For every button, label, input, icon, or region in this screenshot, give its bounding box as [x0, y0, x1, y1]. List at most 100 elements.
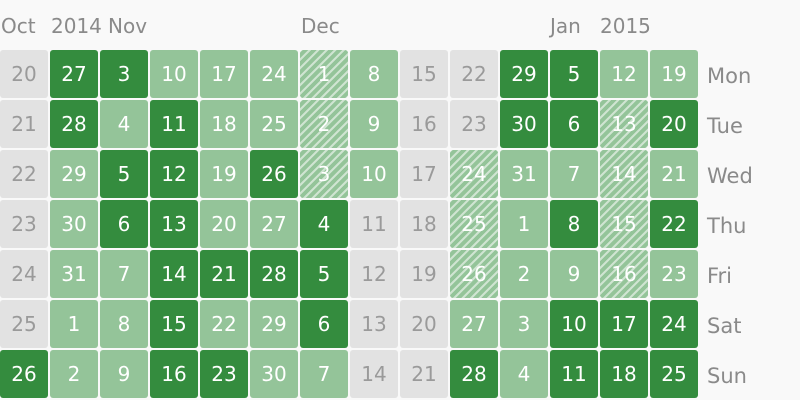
day-cell[interactable]: 17 [400, 150, 448, 198]
day-cell[interactable]: 19 [400, 250, 448, 298]
day-cell[interactable]: 8 [100, 300, 148, 348]
day-cell[interactable]: 22 [650, 200, 698, 248]
day-cell[interactable]: 6 [550, 100, 598, 148]
day-cell[interactable]: 29 [50, 150, 98, 198]
day-cell[interactable]: 12 [150, 150, 198, 198]
day-cell[interactable]: 1 [500, 200, 548, 248]
day-cell[interactable]: 18 [400, 200, 448, 248]
day-cell[interactable]: 25 [650, 350, 698, 398]
day-cell[interactable]: 27 [450, 300, 498, 348]
day-cell[interactable]: 29 [500, 50, 548, 98]
day-cell[interactable]: 3 [100, 50, 148, 98]
day-cell[interactable]: 8 [550, 200, 598, 248]
day-cell[interactable]: 8 [350, 50, 398, 98]
day-cell[interactable]: 19 [200, 150, 248, 198]
day-cell[interactable]: 14 [350, 350, 398, 398]
day-cell[interactable]: 22 [200, 300, 248, 348]
day-cell[interactable]: 31 [50, 250, 98, 298]
day-cell[interactable]: 1 [300, 50, 348, 98]
day-cell[interactable]: 9 [550, 250, 598, 298]
day-cell[interactable]: 24 [650, 300, 698, 348]
day-cell[interactable]: 16 [150, 350, 198, 398]
day-cell[interactable]: 26 [450, 250, 498, 298]
day-cell[interactable]: 20 [650, 100, 698, 148]
day-cell[interactable]: 4 [100, 100, 148, 148]
day-cell[interactable]: 24 [250, 50, 298, 98]
day-cell[interactable]: 11 [350, 200, 398, 248]
day-cell[interactable]: 18 [200, 100, 248, 148]
day-cell[interactable]: 13 [600, 100, 648, 148]
day-cell[interactable]: 27 [250, 200, 298, 248]
day-cell[interactable]: 15 [600, 200, 648, 248]
day-cell[interactable]: 18 [600, 350, 648, 398]
day-cell[interactable]: 9 [350, 100, 398, 148]
day-cell[interactable]: 30 [250, 350, 298, 398]
day-cell[interactable]: 21 [0, 100, 48, 148]
day-cell[interactable]: 10 [350, 150, 398, 198]
day-cell[interactable]: 2 [300, 100, 348, 148]
day-cell[interactable]: 21 [400, 350, 448, 398]
day-cell[interactable]: 17 [200, 50, 248, 98]
day-cell[interactable]: 23 [200, 350, 248, 398]
day-cell[interactable]: 4 [300, 200, 348, 248]
day-cell[interactable]: 20 [0, 50, 48, 98]
day-cell[interactable]: 25 [0, 300, 48, 348]
day-cell[interactable]: 10 [150, 50, 198, 98]
day-cell[interactable]: 22 [0, 150, 48, 198]
day-cell[interactable]: 25 [450, 200, 498, 248]
day-cell[interactable]: 3 [300, 150, 348, 198]
day-cell[interactable]: 20 [200, 200, 248, 248]
day-cell[interactable]: 30 [50, 200, 98, 248]
day-cell[interactable]: 26 [250, 150, 298, 198]
day-cell[interactable]: 21 [200, 250, 248, 298]
day-cell[interactable]: 27 [50, 50, 98, 98]
year-label-2015: 2015 [600, 14, 651, 38]
day-cell[interactable]: 31 [500, 150, 548, 198]
day-cell[interactable]: 28 [250, 250, 298, 298]
day-cell[interactable]: 7 [550, 150, 598, 198]
day-cell[interactable]: 1 [50, 300, 98, 348]
day-cell[interactable]: 21 [650, 150, 698, 198]
day-cell[interactable]: 4 [500, 350, 548, 398]
day-cell[interactable]: 6 [100, 200, 148, 248]
day-cell[interactable]: 11 [150, 100, 198, 148]
day-cell[interactable]: 7 [100, 250, 148, 298]
day-cell[interactable]: 19 [650, 50, 698, 98]
day-cell[interactable]: 2 [500, 250, 548, 298]
day-cell[interactable]: 23 [650, 250, 698, 298]
day-cell[interactable]: 5 [300, 250, 348, 298]
day-cell[interactable]: 14 [600, 150, 648, 198]
day-cell[interactable]: 10 [550, 300, 598, 348]
day-cell[interactable]: 23 [0, 200, 48, 248]
day-cell[interactable]: 28 [450, 350, 498, 398]
day-cell[interactable]: 12 [600, 50, 648, 98]
day-cell[interactable]: 15 [150, 300, 198, 348]
day-cell[interactable]: 23 [450, 100, 498, 148]
day-cell[interactable]: 5 [550, 50, 598, 98]
day-cell[interactable]: 13 [150, 200, 198, 248]
day-cell[interactable]: 12 [350, 250, 398, 298]
day-cell[interactable]: 29 [250, 300, 298, 348]
day-cell[interactable]: 26 [0, 350, 48, 398]
day-cell[interactable]: 9 [100, 350, 148, 398]
day-cell[interactable]: 3 [500, 300, 548, 348]
day-cell[interactable]: 15 [400, 50, 448, 98]
day-cell[interactable]: 30 [500, 100, 548, 148]
day-cell[interactable]: 17 [600, 300, 648, 348]
day-cell[interactable]: 16 [600, 250, 648, 298]
day-cell[interactable]: 11 [550, 350, 598, 398]
day-cell[interactable]: 25 [250, 100, 298, 148]
day-cell[interactable]: 5 [100, 150, 148, 198]
day-cell[interactable]: 24 [450, 150, 498, 198]
day-cell[interactable]: 20 [400, 300, 448, 348]
day-cell[interactable]: 6 [300, 300, 348, 348]
day-cell[interactable]: 22 [450, 50, 498, 98]
day-cell[interactable]: 7 [300, 350, 348, 398]
day-cell[interactable]: 28 [50, 100, 98, 148]
day-cell[interactable]: 13 [350, 300, 398, 348]
day-cell[interactable]: 14 [150, 250, 198, 298]
day-cell[interactable]: 24 [0, 250, 48, 298]
day-cell[interactable]: 2 [50, 350, 98, 398]
weekday-label-sat: Sat [707, 314, 742, 338]
day-cell[interactable]: 16 [400, 100, 448, 148]
